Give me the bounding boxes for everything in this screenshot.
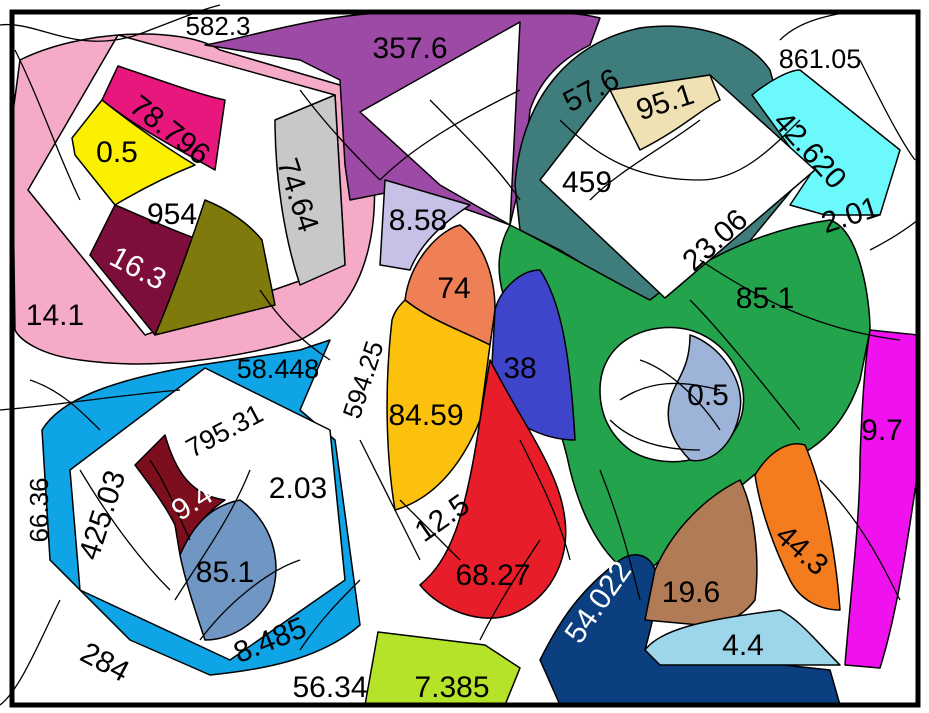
region-amber: [386, 299, 491, 511]
region-lavender: [379, 179, 471, 271]
label-9-7: 9.7: [861, 414, 903, 447]
region-cream: [609, 74, 721, 151]
label-85-1-a: 85.1: [736, 282, 794, 315]
label-954: 954: [147, 198, 197, 231]
label-861-05: 861.05: [779, 44, 862, 74]
label-2-03: 2.03: [269, 472, 327, 505]
label-19-6: 19.6: [662, 576, 720, 609]
region-light-blue: [644, 609, 841, 666]
label-582-3: 582.3: [185, 11, 250, 41]
label-7-385: 7.385: [414, 671, 489, 704]
label-84-59: 84.59: [388, 399, 463, 432]
label-85-1-b: 85.1: [196, 556, 254, 589]
label-56-34: 56.34: [292, 671, 367, 704]
label-68-27: 68.27: [455, 559, 530, 592]
region-light-steel: [667, 334, 742, 462]
label-594-25: 594.25: [336, 337, 389, 422]
region-white-diamond: [539, 74, 816, 299]
label-74: 74: [437, 272, 470, 305]
label-0-5-a: 0.5: [96, 136, 138, 169]
diagram-border: [9, 9, 921, 708]
label-4-4: 4.4: [722, 629, 764, 662]
region-navy: [539, 554, 841, 706]
region-magenta-pink: [101, 65, 226, 171]
label-459: 459: [562, 166, 612, 199]
label-14-1: 14.1: [26, 299, 84, 332]
region-red: [419, 359, 567, 619]
region-steel-blue: [179, 499, 277, 641]
label-8-58: 8.58: [389, 204, 447, 237]
region-lime: [364, 631, 521, 706]
region-yellow: [71, 99, 196, 206]
region-orange: [754, 443, 841, 611]
region-olive: [154, 199, 276, 336]
region-cyan: [751, 69, 901, 216]
label-58-448: 58.448: [237, 354, 320, 384]
label-357-6: 357.6: [372, 32, 447, 65]
label-66-36: 66.36: [24, 477, 54, 542]
label-38: 38: [503, 352, 536, 385]
label-284: 284: [75, 636, 135, 689]
label-0-5-b: 0.5: [687, 379, 729, 412]
region-fuchsia: [844, 329, 919, 669]
region-gray: [274, 94, 346, 286]
